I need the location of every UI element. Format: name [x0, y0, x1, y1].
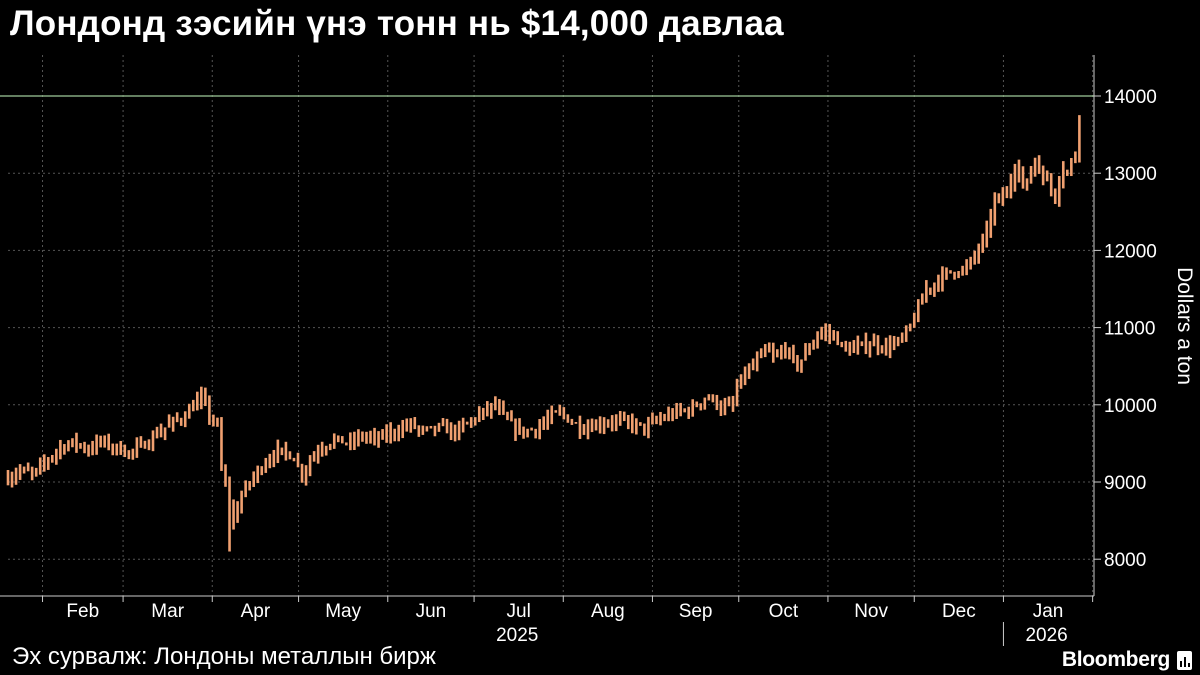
y-tick-label: 14000 [1104, 87, 1157, 108]
axis-layer: 8000 9000 10000 11000 12000 13000 14000 Feb Mar A… [0, 55, 1196, 646]
x-tick-label: Feb [66, 601, 99, 622]
y-tick-label: 9000 [1104, 473, 1146, 494]
y-tick-label: 11000 [1104, 319, 1155, 340]
x-tick-label: Oct [769, 601, 799, 622]
source-note: Эх сурвалж: Лондоны металлын бирж [12, 643, 436, 670]
y-tick-label: 13000 [1104, 164, 1157, 185]
x-tick-label: Jun [416, 601, 447, 622]
x-tick-label: Dec [942, 601, 976, 622]
year-label: 2025 [496, 625, 538, 646]
year-label: 2026 [1025, 625, 1067, 646]
y-tick-label: 10000 [1104, 396, 1157, 417]
x-tick-label: Apr [241, 601, 271, 622]
y-axis-title: Dollars a ton [1173, 267, 1196, 385]
price-bars-layer [6, 115, 1081, 552]
bloomberg-chart-icon [1177, 651, 1192, 670]
x-tick-label: Nov [854, 601, 888, 622]
x-tick-label: May [325, 601, 361, 622]
x-tick-label: Aug [591, 601, 625, 622]
bloomberg-logo: Bloomberg [1061, 648, 1170, 671]
grid-layer [8, 55, 1094, 596]
y-tick-label: 12000 [1104, 241, 1157, 262]
x-tick-label: Jan [1033, 601, 1064, 622]
x-tick-label: Mar [151, 601, 184, 622]
y-tick-label: 8000 [1104, 550, 1146, 571]
x-tick-label: Sep [679, 601, 713, 622]
x-tick-label: Jul [507, 601, 531, 622]
chart-title: Лондонд зэсийн үнэ тонн нь $14,000 давла… [10, 4, 784, 43]
